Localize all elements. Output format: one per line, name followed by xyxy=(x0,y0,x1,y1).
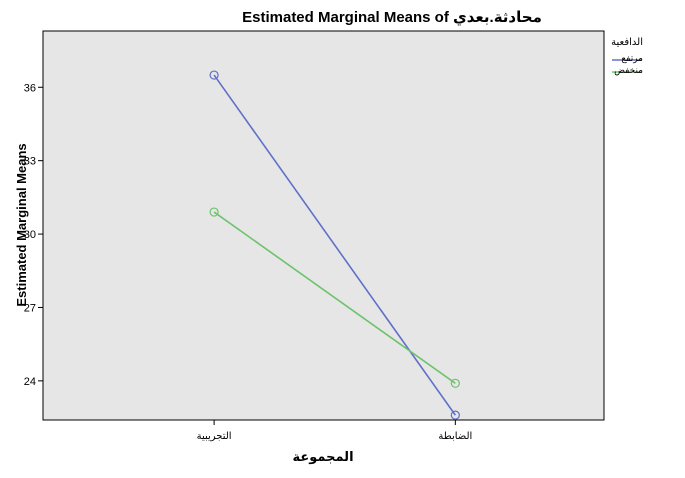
series-line-0 xyxy=(213,74,456,416)
legend-label: منخفض xyxy=(614,65,643,75)
data-point-marker xyxy=(209,207,219,217)
data-point-marker xyxy=(450,378,460,388)
series-line-1 xyxy=(213,211,456,384)
x-axis-label: المجموعة xyxy=(292,449,353,464)
x-axis: التجريبية الضابطة xyxy=(197,420,472,442)
y-tick-label: 30 xyxy=(24,229,36,241)
y-tick-label: 27 xyxy=(24,302,36,314)
legend: الدافعية مرتفع منخفض xyxy=(611,37,643,75)
series-layer xyxy=(209,70,460,420)
y-axis: 24 27 30 33 36 xyxy=(24,82,43,388)
data-point-marker xyxy=(450,410,460,420)
data-point-marker xyxy=(209,70,219,80)
legend-title: الدافعية xyxy=(611,37,643,48)
y-tick-label: 24 xyxy=(24,376,36,388)
x-tick-label: التجريبية xyxy=(197,431,232,442)
legend-label: مرتفع xyxy=(621,53,643,63)
y-axis-label: Estimated Marginal Means xyxy=(14,143,29,306)
plot-area xyxy=(42,30,605,421)
y-tick-label: 33 xyxy=(24,156,36,168)
x-tick-label: الضابطة xyxy=(438,431,472,442)
chart-title: Estimated Marginal Means of محادثة.بعدي xyxy=(242,9,542,27)
y-tick-label: 36 xyxy=(24,82,36,94)
